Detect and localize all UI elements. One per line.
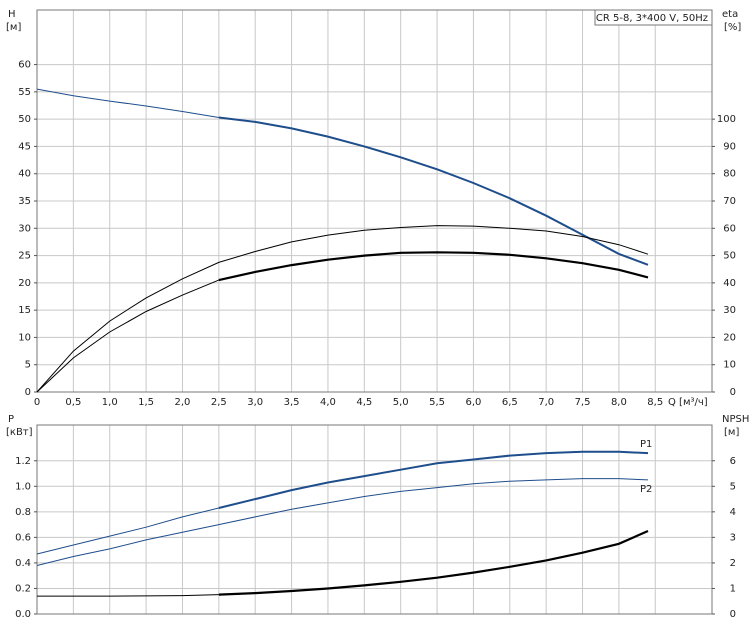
curve xyxy=(218,251,649,282)
y-tick-label: 60 xyxy=(18,60,31,71)
x-tick-label: 3,5 xyxy=(284,397,300,408)
curve xyxy=(36,279,219,393)
curve-label: P2 xyxy=(640,484,652,495)
y2-tick-label: 0 xyxy=(730,609,736,620)
y2-tick-label: 60 xyxy=(723,223,736,234)
y2-tick-label: 1 xyxy=(730,583,736,594)
y-tick-label: 15 xyxy=(18,305,31,316)
x-tick-label: 4,5 xyxy=(356,397,372,408)
y2-axis-label: NPSH xyxy=(722,414,749,425)
y-tick-label: 0.4 xyxy=(15,558,31,569)
y-tick-label: 40 xyxy=(18,169,31,180)
curve-label: P1 xyxy=(640,439,652,450)
curve xyxy=(37,594,219,597)
title-box xyxy=(594,9,713,26)
y2-tick-label: 10 xyxy=(723,360,736,371)
y2-tick-label: 5 xyxy=(730,481,736,492)
y-tick-label: 30 xyxy=(18,223,31,234)
curve xyxy=(36,478,649,566)
y-tick-label: 25 xyxy=(18,251,31,262)
y-axis-label: P xyxy=(8,414,14,425)
curve xyxy=(218,450,649,509)
y2-tick-label: 90 xyxy=(723,141,736,152)
y-tick-label: 5 xyxy=(25,360,31,371)
y2-tick-label: 6 xyxy=(730,456,736,467)
y2-tick-label: 40 xyxy=(723,278,736,289)
x-tick-label: 5,5 xyxy=(429,397,445,408)
y2-axis-label: eta xyxy=(722,9,738,20)
y2-tick-label: 3 xyxy=(730,532,736,543)
y-tick-label: 1.2 xyxy=(15,456,31,467)
x-tick-label: 2,0 xyxy=(175,397,191,408)
y-axis-label: H xyxy=(8,9,16,20)
y2-axis-unit: [%] xyxy=(724,22,741,33)
y-tick-label: 20 xyxy=(18,278,31,289)
y-tick-label: 0.2 xyxy=(15,583,31,594)
chart-title: CR 5-8, 3*400 V, 50Hz xyxy=(596,13,708,24)
x-tick-label: 1,0 xyxy=(102,397,118,408)
y2-tick-label: 80 xyxy=(723,169,736,180)
y2-tick-label: 100 xyxy=(717,114,736,125)
curve xyxy=(36,88,219,118)
y2-tick-label: 0 xyxy=(730,387,736,398)
y2-tick-label: 2 xyxy=(730,558,736,569)
y-tick-label: 50 xyxy=(18,114,31,125)
y-tick-label: 1.0 xyxy=(15,481,31,492)
curve xyxy=(36,507,219,555)
plot-frame xyxy=(36,424,713,615)
x-tick-label: 4,0 xyxy=(320,397,336,408)
x-tick-label: 8,5 xyxy=(647,397,663,408)
y-tick-label: 10 xyxy=(18,332,31,343)
x-tick-label: 2,5 xyxy=(211,397,227,408)
y2-axis-unit: [м] xyxy=(724,427,739,438)
x-tick-label: 6,0 xyxy=(465,397,481,408)
y2-tick-label: 30 xyxy=(723,305,736,316)
y-axis-unit: [м] xyxy=(6,22,21,33)
x-axis-label: Q [м³/ч] xyxy=(668,397,708,408)
y-tick-label: 0.0 xyxy=(15,609,31,620)
x-tick-label: 7,5 xyxy=(575,397,591,408)
y-tick-label: 0 xyxy=(25,387,31,398)
x-tick-label: 8,0 xyxy=(611,397,627,408)
y2-tick-label: 70 xyxy=(723,196,736,207)
x-tick-label: 0 xyxy=(34,397,40,408)
y-tick-label: 0.8 xyxy=(15,507,31,518)
x-tick-label: 3,0 xyxy=(247,397,263,408)
y2-tick-label: 20 xyxy=(723,332,736,343)
curve xyxy=(36,225,649,393)
curve xyxy=(218,116,649,266)
y-axis-unit: [кВт] xyxy=(6,427,33,438)
curve xyxy=(218,529,649,596)
x-tick-label: 5,0 xyxy=(393,397,409,408)
x-tick-label: 0,5 xyxy=(65,397,81,408)
x-tick-label: 7,0 xyxy=(538,397,554,408)
y-tick-label: 55 xyxy=(18,87,31,98)
y-tick-label: 0.6 xyxy=(15,532,31,543)
y2-tick-label: 4 xyxy=(730,507,736,518)
y-tick-label: 45 xyxy=(18,141,31,152)
x-tick-label: 6,5 xyxy=(502,397,518,408)
y-tick-label: 35 xyxy=(18,196,31,207)
y2-tick-label: 50 xyxy=(723,251,736,262)
x-tick-label: 1,5 xyxy=(138,397,154,408)
